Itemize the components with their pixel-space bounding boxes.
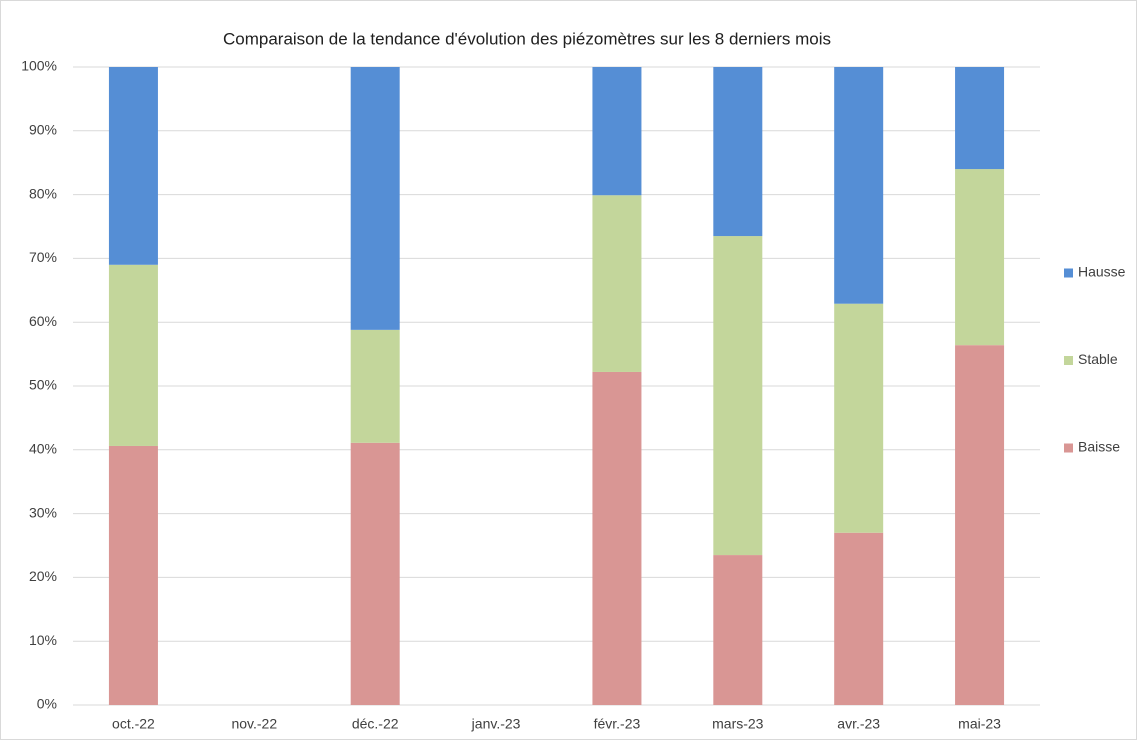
- y-tick-label: 0%: [37, 696, 57, 712]
- legend-swatch: [1064, 268, 1073, 278]
- y-tick-label: 20%: [29, 568, 57, 584]
- x-tick-label: oct.-22: [112, 716, 155, 732]
- bar-segment: [955, 169, 1005, 346]
- y-tick-label: 50%: [29, 377, 57, 393]
- y-tick-label: 80%: [29, 185, 57, 201]
- x-tick-label: nov.-22: [231, 716, 277, 732]
- bar-segment: [350, 442, 400, 705]
- x-tick-label: janv.-23: [471, 716, 521, 732]
- x-tick-label: déc.-22: [352, 716, 399, 732]
- x-tick-label: févr.-23: [594, 716, 641, 732]
- y-tick-label: 100%: [21, 58, 57, 74]
- bar-segment: [834, 67, 884, 304]
- bar-segment: [713, 67, 763, 237]
- x-tick-label: mars-23: [712, 716, 764, 732]
- legend-label: Baisse: [1078, 439, 1120, 455]
- bar-segment: [955, 345, 1005, 705]
- bar-segment: [713, 555, 763, 705]
- bar-segment: [592, 195, 642, 372]
- legend-swatch: [1064, 443, 1073, 453]
- bar-segment: [592, 371, 642, 705]
- legend-label: Hausse: [1078, 264, 1126, 280]
- y-tick-label: 40%: [29, 441, 57, 457]
- chart-title: Comparaison de la tendance d'évolution d…: [223, 29, 831, 48]
- y-tick-label: 70%: [29, 249, 57, 265]
- bar-segment: [955, 67, 1005, 170]
- legend-label: Stable: [1078, 351, 1118, 367]
- bar-segment: [834, 532, 884, 705]
- bar-segment: [108, 445, 158, 705]
- bar-segment: [350, 329, 400, 443]
- y-tick-label: 10%: [29, 632, 57, 648]
- bar-segment: [834, 303, 884, 533]
- x-tick-label: avr.-23: [837, 716, 880, 732]
- y-tick-label: 60%: [29, 313, 57, 329]
- legend-swatch: [1064, 356, 1073, 365]
- bar-segment: [108, 67, 158, 265]
- x-tick-label: mai-23: [958, 716, 1001, 732]
- y-tick-label: 90%: [29, 122, 57, 138]
- y-tick-label: 30%: [29, 504, 57, 520]
- bar-segment: [350, 67, 400, 330]
- bar-segment: [592, 67, 642, 196]
- bar-segment: [108, 264, 158, 446]
- bar-segment: [713, 236, 763, 556]
